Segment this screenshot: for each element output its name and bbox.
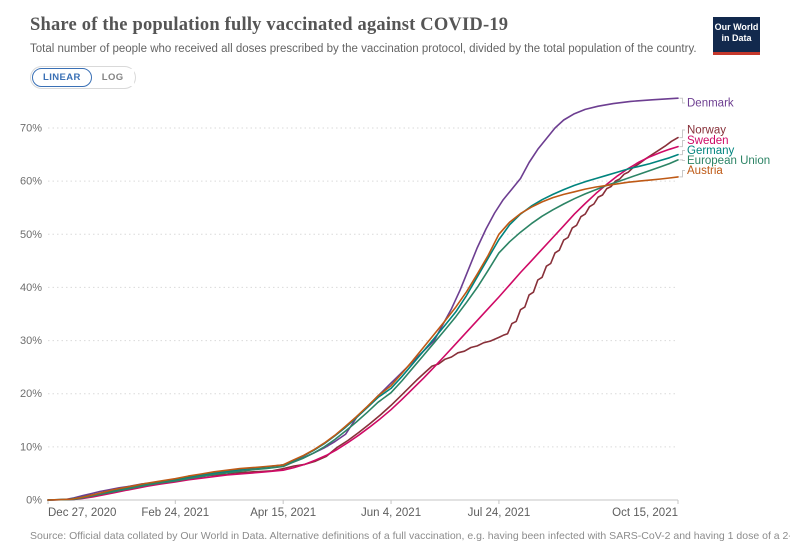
legend-connector (679, 170, 685, 178)
logo-text-line1: Our World (714, 22, 759, 32)
x-axis-label: Jun 4, 2021 (361, 507, 421, 519)
y-axis-label: 50% (20, 229, 42, 241)
series-line-european-union[interactable] (47, 159, 679, 501)
legend-label-austria[interactable]: Austria (687, 165, 723, 177)
legend-connector (679, 140, 685, 148)
legend-label-european-union[interactable]: European Union (687, 155, 770, 167)
series-line-austria[interactable] (47, 176, 679, 501)
legend-connector (679, 129, 685, 139)
owid-logo[interactable]: Our World in Data (713, 17, 760, 55)
legend-label-germany[interactable]: Germany (687, 145, 735, 157)
scale-toggle: LINEAR LOG (30, 66, 136, 89)
x-axis-label: Dec 27, 2020 (48, 507, 116, 519)
x-axis-label: Apr 15, 2021 (250, 507, 316, 519)
source-note: Source: Official data collated by Our Wo… (30, 530, 790, 542)
y-axis-label: 70% (20, 123, 42, 135)
logo-text-line2: in Data (721, 32, 752, 43)
series-line-germany[interactable] (47, 153, 679, 501)
chart-title: Share of the population fully vaccinated… (30, 15, 509, 35)
x-axis-label: Jul 24, 2021 (468, 507, 531, 519)
x-axis-label: Feb 24, 2021 (141, 507, 209, 519)
y-axis-label: 10% (20, 441, 42, 453)
y-axis-label: 40% (20, 282, 42, 294)
legend-connector (679, 97, 685, 104)
log-scale-button[interactable]: LOG (91, 69, 134, 86)
x-axis-label: Oct 15, 2021 (612, 507, 678, 519)
y-axis-label: 60% (20, 176, 42, 188)
y-axis-label: 0% (26, 495, 42, 507)
legend-label-sweden[interactable]: Sweden (687, 135, 729, 147)
y-axis-label: 20% (20, 388, 42, 400)
legend-label-denmark[interactable]: Denmark (687, 98, 734, 110)
series-line-sweden[interactable] (47, 145, 679, 501)
linear-scale-button[interactable]: LINEAR (32, 68, 92, 87)
legend-connector (679, 150, 685, 156)
legend-label-norway[interactable]: Norway (687, 125, 726, 137)
series-line-norway[interactable] (47, 136, 679, 501)
legend-connector (679, 159, 685, 161)
series-line-denmark[interactable] (47, 97, 679, 501)
y-axis-label: 30% (20, 335, 42, 347)
chart-subtitle: Total number of people who received all … (30, 43, 697, 55)
